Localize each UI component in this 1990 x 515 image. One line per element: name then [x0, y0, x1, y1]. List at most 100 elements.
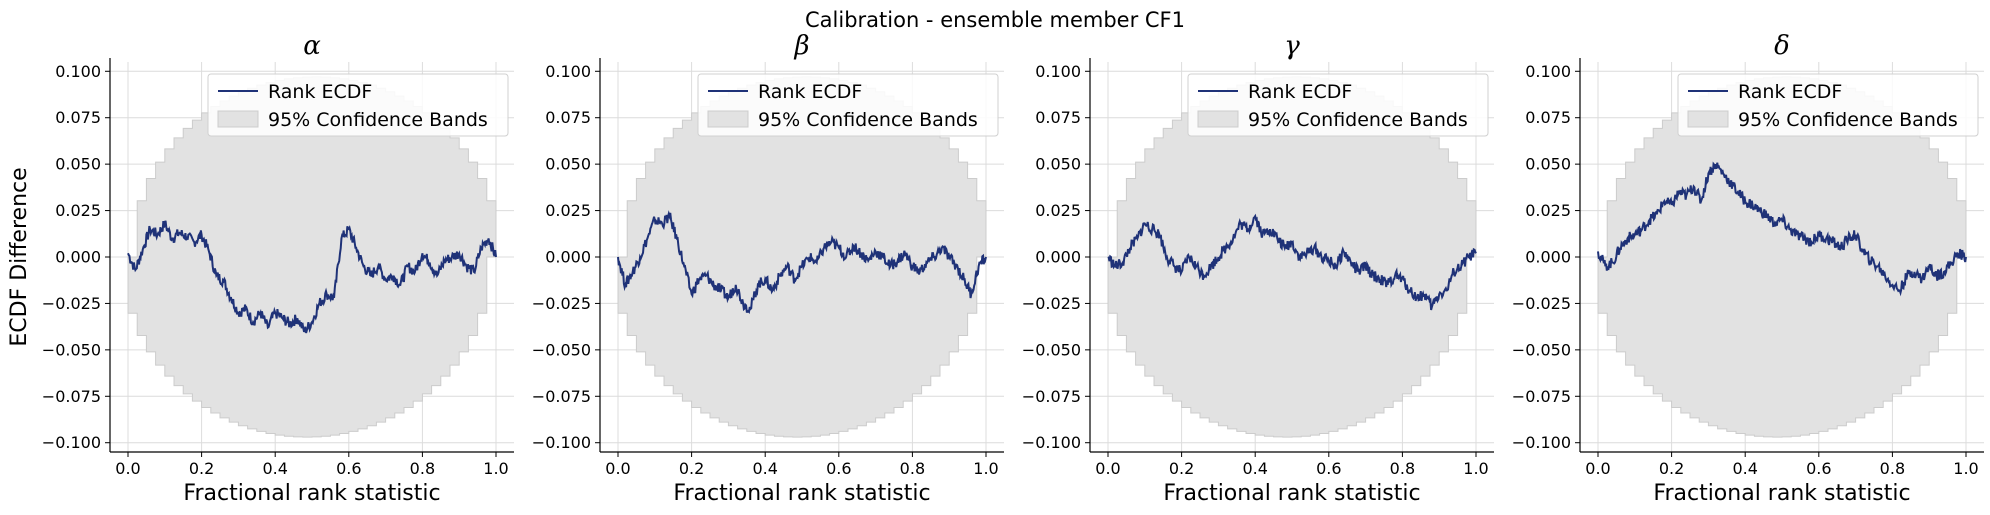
- legend-box: [1187, 73, 1489, 137]
- x-tick-label-1: 0.2: [679, 459, 704, 478]
- x-tick-label-5: 1.0: [483, 459, 508, 478]
- series-line-1: [1597, 161, 1967, 297]
- x-tick-label-2: 0.4: [1242, 459, 1267, 478]
- y-tick-label-0: 0.100: [545, 62, 591, 81]
- y-tick-label-3: 0.025: [1035, 201, 1081, 220]
- x-axis-title: Fractional rank statistic: [1163, 481, 1420, 506]
- chart-panel-2: 0.100 0.075 0.050 0.025 0.000 −0.025 −0.050 −0.…: [532, 31, 1004, 506]
- y-tick-label-5: −0.025: [1512, 294, 1571, 313]
- legend-label-rank-ecdf: Rank ECDF: [1248, 81, 1352, 103]
- legend-label-confidence-bands: 95% Confidence Bands: [1738, 109, 1958, 131]
- y-tick-label-7: −0.075: [1022, 387, 1081, 406]
- y-tick-label-7: −0.075: [532, 387, 591, 406]
- y-tick-label-3: 0.025: [545, 201, 591, 220]
- legend: Rank ECDF 95% Confidence Bands: [1677, 73, 1979, 137]
- legend-label-rank-ecdf: Rank ECDF: [1738, 81, 1842, 103]
- x-tick-label-1: 0.2: [1169, 459, 1194, 478]
- y-tick-label-6: −0.050: [532, 340, 591, 359]
- x-tick-label-3: 0.6: [1316, 459, 1341, 478]
- x-axis-title: Fractional rank statistic: [1653, 481, 1910, 506]
- y-tick-label-1: 0.075: [545, 108, 591, 127]
- y-axis-title: ECDF Difference: [7, 167, 32, 346]
- y-tick-label-6: −0.050: [1512, 340, 1571, 359]
- legend: Rank ECDF 95% Confidence Bands: [697, 73, 999, 137]
- y-tick-label-8: −0.100: [1512, 433, 1571, 452]
- legend: Rank ECDF 95% Confidence Bands: [1187, 73, 1489, 137]
- y-tick-label-3: 0.025: [1525, 201, 1571, 220]
- series-line-1: [1107, 213, 1477, 311]
- legend-band-swatch: [1687, 110, 1729, 128]
- x-tick-label-5: 1.0: [973, 459, 998, 478]
- y-tick-label-4: 0.000: [1525, 248, 1571, 267]
- y-tick-label-0: 0.100: [1035, 62, 1081, 81]
- y-tick-label-2: 0.050: [545, 155, 591, 174]
- y-tick-label-5: −0.025: [532, 294, 591, 313]
- y-tick-label-6: −0.050: [1022, 340, 1081, 359]
- y-tick-label-6: −0.050: [42, 340, 101, 359]
- legend-box: [207, 73, 509, 137]
- legend-band-swatch: [707, 110, 749, 128]
- figure-title: Calibration - ensemble member CF1: [805, 8, 1185, 32]
- x-tick-label-4: 0.8: [410, 459, 435, 478]
- y-tick-label-7: −0.075: [42, 387, 101, 406]
- x-tick-label-2: 0.4: [752, 459, 777, 478]
- x-tick-label-0: 0.0: [115, 459, 140, 478]
- x-tick-label-4: 0.8: [900, 459, 925, 478]
- y-tick-label-1: 0.075: [1525, 108, 1571, 127]
- y-tick-label-2: 0.050: [1525, 155, 1571, 174]
- y-tick-label-2: 0.050: [55, 155, 101, 174]
- x-tick-label-2: 0.4: [1732, 459, 1757, 478]
- x-tick-label-3: 0.6: [826, 459, 851, 478]
- chart-panel-1: 0.100 0.075 0.050 0.025 0.000 −0.025 −0.050 −0.…: [7, 31, 514, 506]
- x-tick-label-0: 0.0: [1095, 459, 1120, 478]
- x-tick-label-5: 1.0: [1463, 459, 1488, 478]
- y-tick-label-0: 0.100: [55, 62, 101, 81]
- y-tick-label-4: 0.000: [1035, 248, 1081, 267]
- legend-label-confidence-bands: 95% Confidence Bands: [268, 109, 488, 131]
- x-tick-label-4: 0.8: [1880, 459, 1905, 478]
- y-tick-label-2: 0.050: [1035, 155, 1081, 174]
- chart-panel-4: 0.100 0.075 0.050 0.025 0.000 −0.025 −0.050 −0.…: [1512, 31, 1984, 506]
- y-tick-label-3: 0.025: [55, 201, 101, 220]
- x-tick-label-5: 1.0: [1953, 459, 1978, 478]
- y-tick-label-5: −0.025: [42, 294, 101, 313]
- x-tick-label-2: 0.4: [262, 459, 287, 478]
- x-axis-title: Fractional rank statistic: [673, 481, 930, 506]
- y-tick-label-5: −0.025: [1022, 294, 1081, 313]
- y-tick-label-8: −0.100: [1022, 433, 1081, 452]
- chart-panel-3: 0.100 0.075 0.050 0.025 0.000 −0.025 −0.050 −0.…: [1022, 31, 1494, 506]
- panel-title: δ: [1774, 31, 1790, 61]
- y-tick-label-4: 0.000: [55, 248, 101, 267]
- legend-band-swatch: [217, 110, 259, 128]
- y-tick-label-7: −0.075: [1512, 387, 1571, 406]
- legend-label-rank-ecdf: Rank ECDF: [758, 81, 862, 103]
- x-tick-label-3: 0.6: [1806, 459, 1831, 478]
- legend-box: [1677, 73, 1979, 137]
- y-tick-label-0: 0.100: [1525, 62, 1571, 81]
- x-axis-title: Fractional rank statistic: [183, 481, 440, 506]
- x-tick-label-0: 0.0: [605, 459, 630, 478]
- legend-box: [697, 73, 999, 137]
- legend-label-confidence-bands: 95% Confidence Bands: [758, 109, 978, 131]
- legend-label-confidence-bands: 95% Confidence Bands: [1248, 109, 1468, 131]
- panel-title: γ: [1284, 31, 1300, 61]
- x-tick-label-3: 0.6: [336, 459, 361, 478]
- x-tick-label-4: 0.8: [1390, 459, 1415, 478]
- legend: Rank ECDF 95% Confidence Bands: [207, 73, 509, 137]
- legend-band-swatch: [1197, 110, 1239, 128]
- panel-title: α: [303, 31, 321, 61]
- panel-title: β: [793, 31, 809, 61]
- series-line-1: [127, 220, 497, 334]
- x-tick-label-0: 0.0: [1585, 459, 1610, 478]
- y-tick-label-1: 0.075: [55, 108, 101, 127]
- y-tick-label-4: 0.000: [545, 248, 591, 267]
- y-tick-label-8: −0.100: [42, 433, 101, 452]
- y-tick-label-1: 0.075: [1035, 108, 1081, 127]
- legend-label-rank-ecdf: Rank ECDF: [268, 81, 372, 103]
- y-tick-label-8: −0.100: [532, 433, 591, 452]
- x-tick-label-1: 0.2: [189, 459, 214, 478]
- x-tick-label-1: 0.2: [1659, 459, 1684, 478]
- series-line-1: [617, 210, 987, 315]
